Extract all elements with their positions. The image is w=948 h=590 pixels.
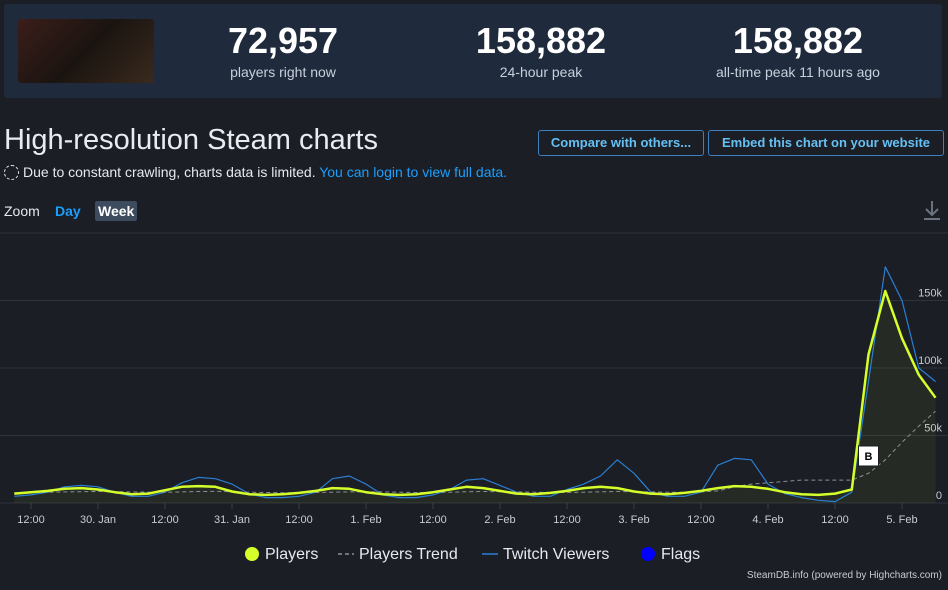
x-tick-label: 3. Feb — [618, 514, 649, 526]
y-tick-label: 50k — [924, 423, 942, 435]
x-tick-label: 12:00 — [285, 514, 313, 526]
stat: 158,882 all-time peak 11 hours ago — [678, 20, 918, 80]
x-tick-label: 4. Feb — [752, 514, 783, 526]
y-tick-label: 150k — [918, 288, 942, 300]
legend-item[interactable]: Players Trend — [338, 546, 458, 563]
stat-label: 24-hour peak — [499, 64, 583, 80]
x-tick-label: 12:00 — [151, 514, 179, 526]
series-line — [14, 266, 936, 503]
zoom-week[interactable]: Week — [95, 201, 138, 221]
legend-label: Players Trend — [359, 546, 458, 563]
header — [4, 4, 942, 98]
download-icon[interactable] — [924, 201, 940, 220]
legend-item[interactable]: Players — [245, 546, 318, 563]
legend-symbol — [245, 547, 259, 561]
legend-label: Players — [265, 546, 318, 563]
stat: 158,882 24-hour peak — [421, 20, 661, 80]
zoom-label: Zoom — [4, 203, 40, 219]
compare-button[interactable]: Compare with others... — [538, 130, 704, 156]
stat: 72,957 players right now — [163, 20, 403, 80]
x-tick-label: 12:00 — [419, 514, 447, 526]
legend-item[interactable]: Flags — [641, 546, 700, 563]
x-tick-label: 12:00 — [687, 514, 715, 526]
embed-button[interactable]: Embed this chart on your website — [708, 130, 944, 156]
notice-text: Due to constant crawling, charts data is… — [23, 164, 316, 180]
stat-label: players right now — [230, 64, 336, 80]
flag — [858, 445, 879, 467]
stat-value: 158,882 — [475, 20, 607, 61]
loading-icon — [4, 165, 19, 180]
series-line — [14, 289, 937, 497]
game-logo — [18, 19, 154, 83]
flag-label: B — [865, 451, 873, 463]
credits: SteamDB.info (powered by Highcharts.com) — [746, 570, 942, 581]
x-tick-label: 30. Jan — [80, 514, 116, 526]
login-link[interactable]: You can login to view full data. — [319, 164, 508, 180]
legend-symbol — [641, 547, 655, 561]
notice: Due to constant crawling, charts data is… — [4, 164, 507, 180]
x-tick-label: 1. Feb — [350, 514, 381, 526]
x-tick-label: 31. Jan — [214, 514, 250, 526]
players-area — [14, 291, 936, 503]
x-tick-label: 12:00 — [553, 514, 581, 526]
x-tick-label: 5. Feb — [886, 514, 917, 526]
stat-value: 72,957 — [227, 20, 339, 61]
y-tick-label: 0 — [936, 490, 942, 502]
stat-label: all-time peak 11 hours ago — [716, 64, 880, 80]
legend-label: Twitch Viewers — [503, 546, 609, 563]
legend-item[interactable]: Twitch Viewers — [482, 546, 609, 563]
stat-value: 158,882 — [732, 20, 864, 61]
x-tick-label: 12:00 — [17, 514, 45, 526]
zoom-day[interactable]: Day — [55, 203, 81, 219]
legend-label: Flags — [661, 546, 700, 563]
y-tick-label: 100k — [918, 355, 942, 367]
x-tick-label: 2. Feb — [484, 514, 515, 526]
page-title: High-resolution Steam charts — [4, 124, 378, 156]
series-line — [14, 410, 936, 494]
x-tick-label: 12:00 — [821, 514, 849, 526]
